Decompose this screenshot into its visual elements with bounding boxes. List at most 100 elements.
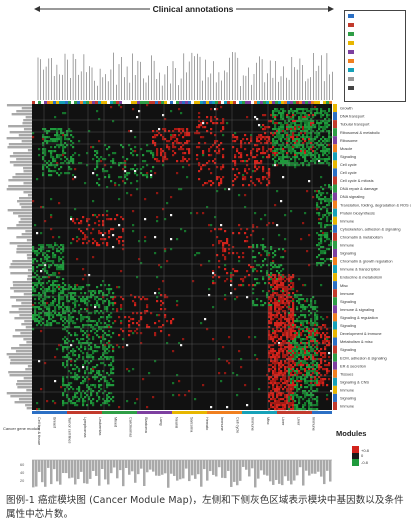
heatmap-cell [294,114,297,117]
heatmap-cell [312,390,315,393]
gene-count-bar [13,290,32,293]
heatmap-cell [288,360,291,363]
heatmap-cell [214,162,217,165]
heatmap-cell [308,110,311,113]
heatmap-cell [310,130,313,133]
heatmap-cell [282,134,285,137]
heatmap-cell [294,150,297,153]
legend-swatch [348,50,354,54]
array-count-bar [200,460,203,487]
heatmap-cell [36,274,39,277]
heatmap-cell [298,370,301,373]
heatmap-cell [100,328,103,331]
heatmap-cell [220,180,223,183]
heatmap-cell [128,172,131,175]
heatmap-cell [46,306,49,309]
heatmap-cell [88,342,91,345]
heatmap-cell [62,288,65,291]
array-count-bar [299,460,302,468]
heatmap-cell [136,188,139,191]
heatmap-cell [230,272,233,275]
heatmap-cell [294,350,297,353]
heatmap-cell [290,280,293,283]
module-label: Immune [340,243,354,248]
heatmap-cell [240,154,243,157]
heatmap-cell [280,108,283,111]
heatmap-cell [280,350,283,353]
heatmap-cell [284,294,287,297]
heatmap-cell [288,318,291,321]
heatmap-cell [66,296,69,299]
heatmap-cell [314,354,317,357]
heatmap-cell [260,266,263,269]
heatmap-cell [316,110,319,113]
heatmap-cell [316,256,319,259]
annotation-cell [224,101,227,104]
heatmap-cell [256,162,259,165]
heatmap-cell [114,218,117,221]
heatmap-cell [72,320,75,323]
heatmap-cell [322,250,325,253]
heatmap-cell [118,316,121,319]
heatmap-cell [302,360,305,363]
heatmap-cell [90,388,93,391]
heatmap-cell [278,398,281,401]
annotation-cell [218,101,221,104]
heatmap-cell [318,198,321,201]
heatmap-cell [72,376,75,379]
heatmap-cell [68,288,71,291]
heatmap-cell [108,236,111,239]
heatmap-cell [310,138,313,141]
heatmap-cell [270,316,273,319]
heatmap-cell [268,252,271,255]
heatmap-cell [226,272,229,275]
heatmap-cell [274,152,277,155]
annotation-cell [125,101,128,104]
heatmap-cell [78,390,81,393]
heatmap-cell [278,402,281,405]
heatmap-cell [302,356,305,359]
heatmap-cell [168,334,171,337]
heatmap-cell [306,128,309,131]
bottom-group-label: Liver [296,417,300,426]
heatmap-cell [290,326,293,329]
heatmap-cell [66,158,69,161]
heatmap-cell [286,336,289,339]
heatmap-cell [104,380,107,383]
heatmap-cell [34,314,37,317]
heatmap-cell [122,330,125,333]
heatmap-cell [238,232,241,235]
heatmap-cell [292,340,295,343]
heatmap-cell [90,324,93,327]
gene-count-bar [18,215,32,218]
heatmap-cell [80,288,83,291]
heatmap-cell [56,266,59,269]
heatmap-cell [44,290,47,293]
heatmap-cell [304,306,307,309]
heatmap-cell [266,272,269,275]
heatmap-cell [290,278,293,281]
heatmap-cell [108,218,111,221]
heatmap-cell [242,160,245,163]
annotation-cell [188,101,191,104]
heatmap-cell [294,394,297,397]
gene-count-bar [9,242,32,245]
heatmap-cell [316,244,319,247]
heatmap-cell [154,322,157,325]
heatmap-cell [234,270,237,273]
heatmap-cell [276,384,279,387]
heatmap-cell [290,282,293,285]
heatmap-cell [170,320,173,323]
heatmap-cell [312,330,315,333]
heatmap-cell [96,322,99,325]
heatmap-cell [270,320,273,323]
heatmap-cell [202,384,205,387]
heatmap-cell [322,192,325,195]
heatmap-cell [232,184,235,187]
heatmap-cell [46,166,49,169]
heatmap-cell [286,124,289,127]
heatmap-cell [54,402,57,405]
heatmap-cell [46,322,49,325]
heatmap-cell [292,350,295,353]
heatmap-cell [254,170,257,173]
